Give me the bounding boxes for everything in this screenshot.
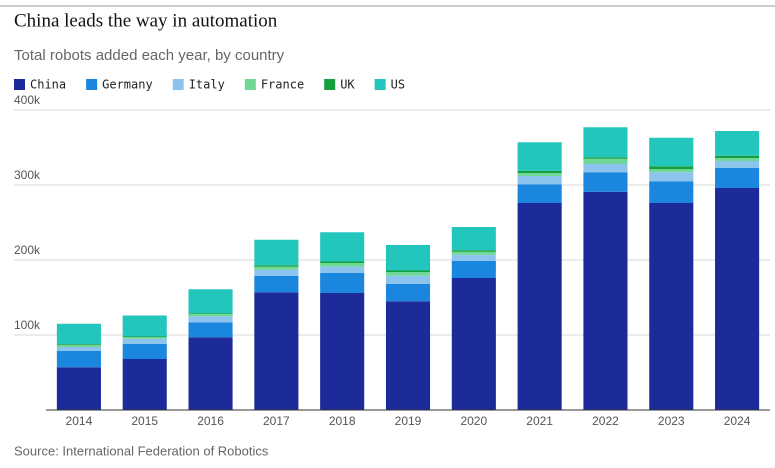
bar-segment [56,367,101,410]
bar-segment [188,314,233,317]
chart-subtitle: Total robots added each year, by country [14,47,285,64]
bar-segment [715,131,760,156]
bar-segment [517,170,562,173]
legend-label: US [391,78,405,92]
bar-segment [385,301,431,410]
bar-segment [254,265,299,267]
bar-segment [254,239,299,266]
x-tick-label: 2014 [66,414,93,428]
bar-segment [649,203,694,410]
legend-label: China [30,78,66,92]
x-tick-label: 2017 [263,414,290,428]
bar-segment [188,289,233,314]
bar-segment [56,344,101,347]
bar-segment [649,172,694,182]
bar-segment [517,203,562,410]
bar-segment [254,266,299,270]
bar-segment [320,293,365,410]
bar-segment [122,337,167,339]
legend-label: Italy [189,78,225,92]
bar-segment [385,284,431,302]
legend-swatch [374,79,386,90]
legend-label: UK [340,78,355,92]
bar-segment [583,127,628,158]
bar-segment [451,250,496,252]
bar-segment [649,169,694,173]
bar-segment [517,184,562,203]
y-tick-label: 400k [14,93,41,107]
bar-segment [56,323,101,344]
x-tick-label: 2015 [131,414,158,428]
bar-segment [320,272,365,293]
y-tick-label: 300k [14,168,41,182]
bar-segment [188,313,233,314]
bar-segment [583,172,628,192]
bar-segment [385,275,431,284]
bar-segment [715,155,760,158]
bar-segment [715,158,760,161]
bar-segment [122,344,167,359]
x-tick-label: 2022 [592,414,619,428]
x-tick-label: 2021 [526,414,553,428]
bar-segment [188,316,233,323]
bar-segment [385,245,431,271]
legend-label: France [261,78,304,92]
bar-segment [254,292,299,410]
bar-segment [583,158,628,164]
legend-label: Germany [102,78,153,92]
bar-segment [320,261,365,263]
bar-segment [56,344,101,345]
bar-segment [583,157,628,159]
bar-segment [56,347,101,351]
bar-segment [451,227,496,251]
x-tick-label: 2016 [197,414,224,428]
bar-segment [451,251,496,255]
bar-segment [715,188,760,410]
bar-segment [451,260,496,278]
legend-swatch [172,79,184,90]
bar-segment [451,254,496,261]
x-tick-label: 2019 [395,414,422,428]
x-tick-label: 2023 [658,414,685,428]
bar-segment [122,338,167,344]
legend-swatch [14,79,25,90]
bar-segment [715,167,760,188]
bar-segment [583,191,628,410]
legend-swatch [244,79,256,90]
bar-segment [320,263,365,267]
bar-segment [451,278,496,410]
y-tick-label: 200k [14,243,41,257]
bar-segment [715,161,760,168]
bar-segment [649,137,694,167]
bar-segment [385,270,431,272]
x-tick-label: 2020 [460,414,487,428]
bar-segment [122,315,167,337]
bar-segment [517,173,562,176]
bar-segment [649,181,694,203]
y-tick-label: 100k [14,318,41,332]
bar-segment [517,176,562,185]
bar-segment [320,266,365,273]
bar-segment [583,164,628,173]
bar-segment [649,166,694,170]
bar-segment [254,269,299,276]
bar-segment [122,336,167,338]
bar-segment [254,275,299,293]
legend-swatch [324,79,336,90]
legend-swatch [86,79,98,90]
x-tick-label: 2024 [724,414,751,428]
bar-segment [122,359,167,410]
bar-segment [188,322,233,338]
x-tick-label: 2018 [329,414,356,428]
bar-segment [320,232,365,262]
bar-segment [517,142,562,171]
bar-segment [188,337,233,410]
bar-segment [56,350,101,368]
source: Source: International Federation of Robo… [14,443,269,458]
chart-title: China leads the way in automation [14,10,278,31]
bar-segment [385,272,431,276]
